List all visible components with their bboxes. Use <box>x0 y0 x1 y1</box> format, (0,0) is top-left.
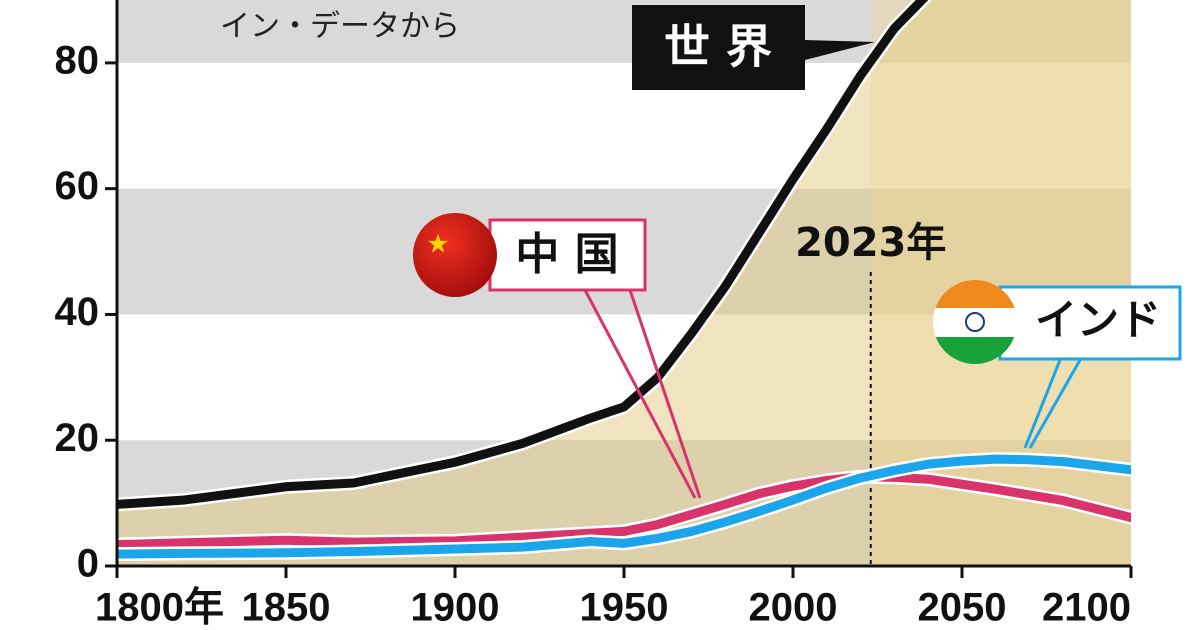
y-tick-label: 60 <box>55 164 100 208</box>
x-tick-label: 2000 <box>749 586 838 630</box>
line <box>117 472 1131 550</box>
line <box>117 0 929 509</box>
callout-pointer <box>805 40 875 60</box>
source-note: イン・データから <box>220 9 460 44</box>
legend-label: インド <box>1035 296 1161 345</box>
legend-label: 中 国 <box>515 229 618 280</box>
x-tick-label: 1800年 <box>95 586 224 630</box>
y-tick-label: 40 <box>55 290 100 334</box>
x-tick-label: 1950 <box>580 586 669 630</box>
callout-pointer <box>1028 359 1082 449</box>
annotation-label: 2023年 <box>795 220 946 266</box>
flag-star: ★ <box>426 230 449 260</box>
y-tick-label: 0 <box>77 542 99 586</box>
legend-label: 世 界 <box>664 20 772 74</box>
y-tick-label: 80 <box>55 38 100 82</box>
x-tick-label: 2050 <box>918 586 1007 630</box>
x-tick-label: 1900 <box>411 586 500 630</box>
china-flag <box>413 213 497 297</box>
callout-box <box>998 285 1182 361</box>
y-tick-label: 20 <box>55 416 100 460</box>
line <box>117 454 1131 559</box>
callout-pointer <box>583 289 697 499</box>
world-area <box>117 0 1131 566</box>
callout-pointer <box>1023 359 1062 449</box>
x-tick-label: 1850 <box>242 586 331 630</box>
x-tick-label: 2100 <box>1042 586 1131 630</box>
callout-box <box>632 5 805 90</box>
callout-pointer <box>628 289 702 499</box>
